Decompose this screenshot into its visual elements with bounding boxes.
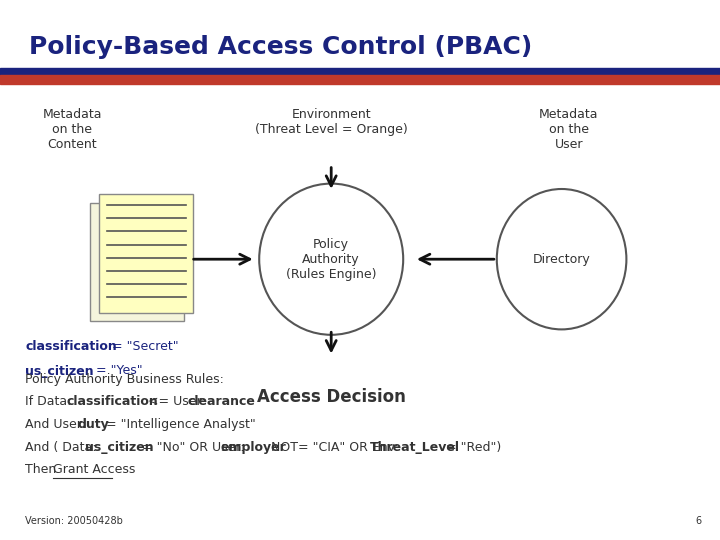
- Text: And User:: And User:: [25, 418, 86, 431]
- Text: = "Secret": = "Secret": [108, 340, 179, 353]
- Text: Environment
(Threat Level = Orange): Environment (Threat Level = Orange): [255, 108, 408, 136]
- Text: Policy Authority Business Rules:: Policy Authority Business Rules:: [25, 373, 224, 386]
- Text: classification: classification: [25, 340, 117, 353]
- FancyArrowPatch shape: [420, 254, 494, 264]
- Text: Version: 20050428b: Version: 20050428b: [25, 516, 123, 526]
- Text: Grant Access: Grant Access: [53, 463, 135, 476]
- Text: Policy
Authority
(Rules Engine): Policy Authority (Rules Engine): [286, 238, 377, 281]
- Text: If Data:: If Data:: [25, 395, 71, 408]
- Text: = "Yes": = "Yes": [92, 364, 143, 377]
- Text: employer: employer: [220, 441, 286, 454]
- Text: Policy-Based Access Control (PBAC): Policy-Based Access Control (PBAC): [29, 35, 532, 59]
- Ellipse shape: [259, 184, 403, 335]
- Bar: [0, 75, 720, 84]
- Text: And ( Data:: And ( Data:: [25, 441, 96, 454]
- Text: = "Intelligence Analyst": = "Intelligence Analyst": [102, 418, 256, 431]
- Text: = "No" OR User:: = "No" OR User:: [138, 441, 244, 454]
- Text: Threat_Level: Threat_Level: [370, 441, 460, 454]
- FancyArrowPatch shape: [326, 332, 336, 350]
- FancyArrowPatch shape: [326, 167, 336, 186]
- Text: Metadata
on the
User: Metadata on the User: [539, 108, 598, 151]
- FancyBboxPatch shape: [99, 194, 193, 313]
- Text: us_citizen: us_citizen: [25, 364, 94, 377]
- Text: 6: 6: [696, 516, 702, 526]
- FancyBboxPatch shape: [90, 202, 184, 321]
- Text: classification: classification: [66, 395, 158, 408]
- Text: clearance: clearance: [187, 395, 255, 408]
- Text: Access Decision: Access Decision: [257, 388, 405, 406]
- Text: Metadata
on the
Content: Metadata on the Content: [42, 108, 102, 151]
- Bar: [0, 68, 720, 75]
- Text: NOT= "CIA" OR Env:: NOT= "CIA" OR Env:: [267, 441, 399, 454]
- Text: = "Red"): = "Red"): [442, 441, 501, 454]
- Text: us_citizen: us_citizen: [85, 441, 153, 454]
- Text: Then: Then: [25, 463, 60, 476]
- FancyArrowPatch shape: [194, 254, 250, 264]
- Ellipse shape: [497, 189, 626, 329]
- Text: duty: duty: [77, 418, 109, 431]
- Text: <= User:: <= User:: [144, 395, 206, 408]
- Text: Directory: Directory: [533, 253, 590, 266]
